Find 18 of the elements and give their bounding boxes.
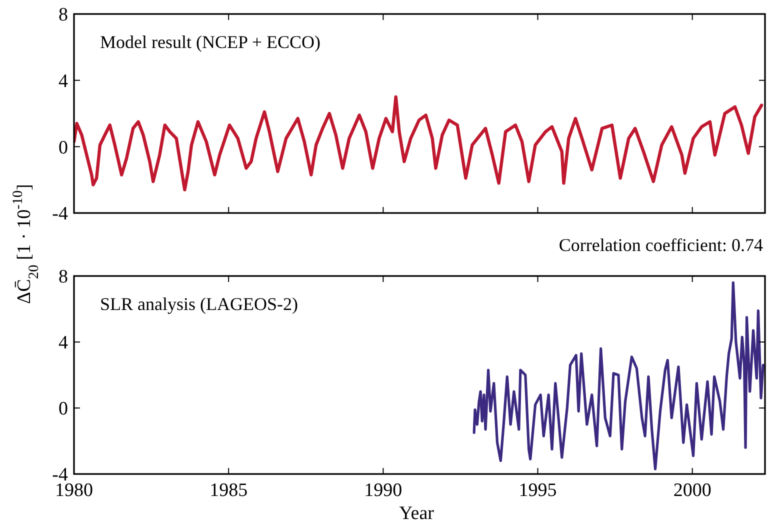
y-tick-label: 4	[58, 70, 68, 92]
x-tick-label: 2000	[673, 480, 712, 501]
line-series	[472, 281, 764, 470]
y-tick-label: 8	[58, 266, 68, 288]
y-tick-label: 8	[58, 4, 68, 26]
y-tick-label: 0	[58, 398, 68, 420]
x-tick-label: 1995	[518, 480, 557, 501]
x-tick-label: 1985	[210, 480, 248, 501]
annotation: Model result (NCEP + ECCO)	[100, 32, 320, 52]
y-tick-label: 0	[58, 137, 68, 158]
x-axis-title: Year	[398, 503, 435, 524]
y-tick-label: -4	[52, 204, 68, 225]
y-tick-label: 4	[58, 332, 68, 354]
text: Correlation coefficient: 0.74	[558, 235, 763, 255]
x-tick-label: 1980	[55, 480, 93, 501]
annotation: SLR analysis (LAGEOS-2)	[100, 294, 298, 314]
line-series	[74, 95, 764, 192]
x-tick-label: 1990	[364, 480, 402, 501]
